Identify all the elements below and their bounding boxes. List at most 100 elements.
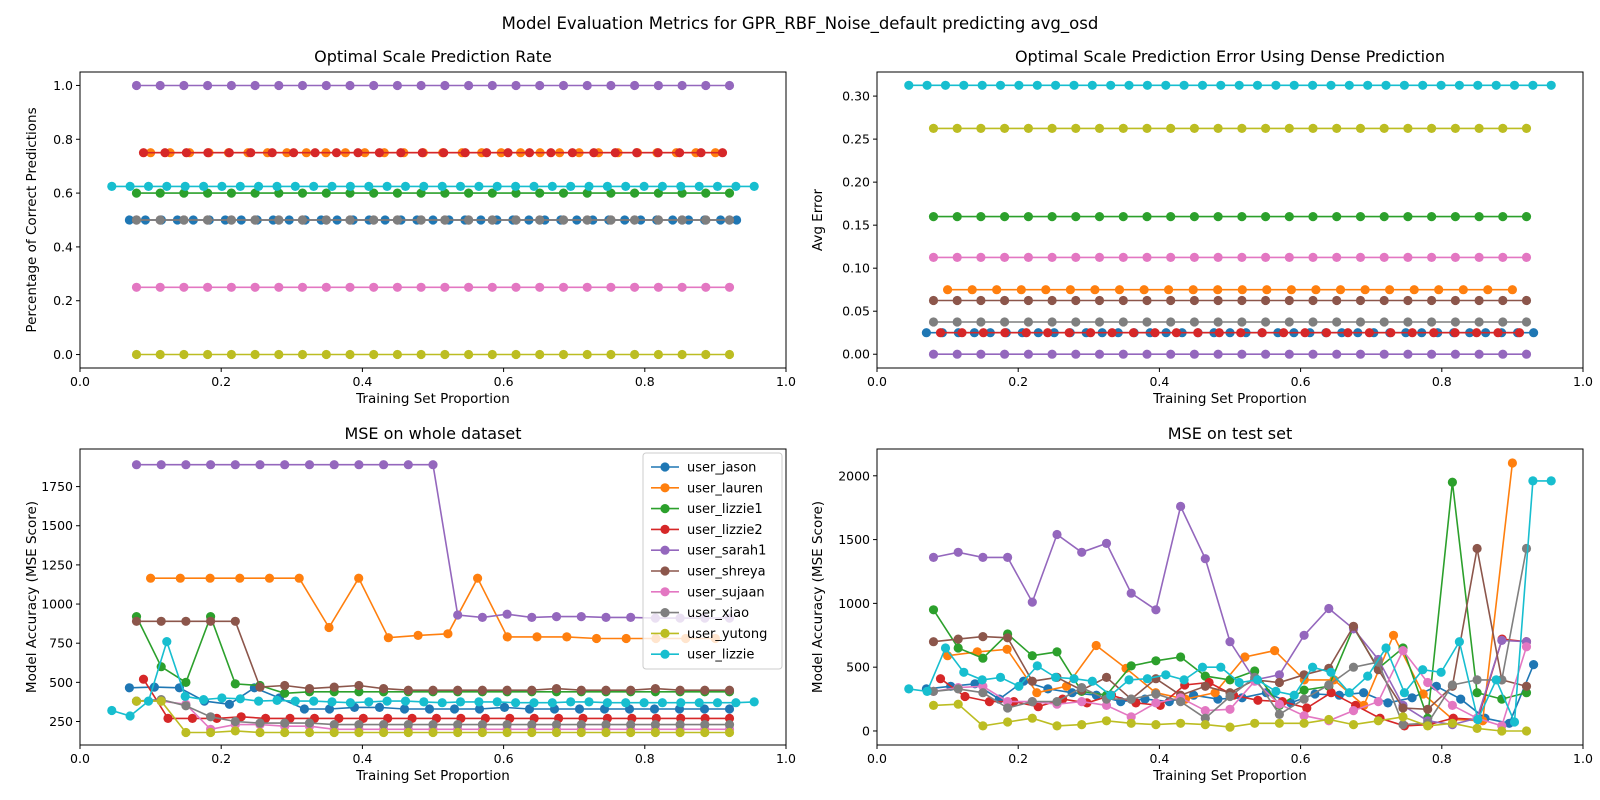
data-point-user_sujaan bbox=[677, 282, 687, 292]
y-tick-label: 500 bbox=[49, 675, 73, 690]
data-point-user_lizzie2 bbox=[1236, 328, 1246, 338]
data-point-user_lizzie2 bbox=[935, 328, 946, 338]
series-line-user_lauren bbox=[150, 576, 716, 640]
data-point-user_shreya bbox=[255, 682, 265, 692]
data-point-user_yutong bbox=[1403, 123, 1413, 133]
data-point-user_sujaan bbox=[1398, 646, 1408, 656]
data-point-user_lizzie2 bbox=[960, 691, 970, 702]
axes-frame bbox=[876, 71, 1584, 369]
data-point-user_sarah1 bbox=[1176, 501, 1186, 511]
data-point-user_lizzie2 bbox=[984, 697, 995, 707]
data-point-user_yutong bbox=[155, 349, 165, 360]
data-point-user_lizzie1 bbox=[1027, 651, 1037, 661]
data-point-user_yutong bbox=[677, 349, 687, 360]
data-point-user_sarah1 bbox=[156, 460, 166, 470]
data-point-user_xiao bbox=[131, 215, 142, 225]
x-tick-label: 1.0 bbox=[776, 374, 796, 389]
data-point-user_lizzie bbox=[1509, 717, 1520, 727]
data-point-user_xiao bbox=[1284, 317, 1294, 327]
data-point-user_shreya bbox=[304, 684, 315, 694]
data-point-user_yutong bbox=[403, 727, 413, 738]
data-point-user_xiao bbox=[428, 720, 438, 730]
data-point-user_lizzie2 bbox=[1450, 328, 1460, 338]
data-point-user_xiao bbox=[1498, 317, 1508, 327]
data-point-user_xiao bbox=[440, 215, 450, 225]
data-point-user_sujaan bbox=[558, 282, 569, 292]
data-point-user_sujaan bbox=[487, 282, 497, 292]
data-point-user_xiao bbox=[1274, 709, 1284, 720]
data-point-user_lizzie1 bbox=[1447, 477, 1457, 487]
data-point-user_jason bbox=[921, 328, 932, 338]
data-point-user_shreya bbox=[650, 684, 661, 694]
data-point-user_lizzie2 bbox=[1514, 328, 1525, 338]
data-point-user_lizzie bbox=[1528, 476, 1538, 486]
data-point-user_xiao bbox=[1126, 694, 1136, 704]
legend-swatch-marker bbox=[660, 649, 670, 659]
data-point-user_sujaan bbox=[392, 282, 402, 292]
data-point-user_lizzie bbox=[1234, 677, 1244, 688]
data-point-user_yutong bbox=[181, 727, 191, 738]
data-point-user_shreya bbox=[477, 685, 487, 695]
data-point-user_sarah1 bbox=[1299, 630, 1309, 640]
data-point-user_lizzie2 bbox=[1300, 328, 1310, 338]
data-point-user_shreya bbox=[1379, 295, 1389, 306]
data-point-user_sarah1 bbox=[1308, 349, 1318, 359]
data-point-user_sujaan bbox=[1071, 252, 1081, 262]
data-point-user_lizzie2 bbox=[187, 713, 197, 724]
data-point-user_xiao bbox=[1450, 317, 1460, 327]
data-point-user_yutong bbox=[1077, 720, 1087, 730]
chart-title: Optimal Scale Prediction Error Using Den… bbox=[1015, 47, 1445, 66]
data-point-user_lizzie1 bbox=[280, 688, 290, 698]
data-point-user_xiao bbox=[1308, 317, 1318, 327]
data-point-user_jason bbox=[1383, 698, 1393, 708]
data-point-user_sujaan bbox=[1023, 252, 1033, 262]
data-point-user_sarah1 bbox=[487, 80, 497, 91]
y-tick-label: 1500 bbox=[41, 518, 73, 533]
data-point-user_shreya bbox=[601, 685, 611, 695]
data-point-user_lizzie1 bbox=[701, 188, 711, 198]
data-point-user_lizzie bbox=[492, 697, 502, 707]
data-point-user_lizzie1 bbox=[1023, 212, 1033, 222]
x-tick-label: 0.8 bbox=[635, 751, 655, 766]
data-point-user_sujaan bbox=[952, 252, 962, 262]
data-point-user_sujaan bbox=[976, 252, 986, 262]
data-point-user_sarah1 bbox=[976, 349, 986, 359]
data-point-user_sarah1 bbox=[511, 80, 521, 91]
data-point-user_shreya bbox=[576, 685, 586, 695]
data-point-user_xiao bbox=[179, 215, 189, 225]
data-point-user_jason bbox=[399, 704, 410, 714]
data-point-user_lizzie bbox=[327, 697, 337, 707]
data-point-user_lizzie bbox=[1491, 675, 1501, 685]
data-point-user_jason bbox=[1407, 693, 1417, 703]
data-point-user_xiao bbox=[601, 720, 611, 730]
data-point-user_lizzie1 bbox=[978, 653, 988, 663]
data-point-user_lizzie1 bbox=[1472, 688, 1482, 698]
data-point-user_lizzie1 bbox=[226, 188, 236, 198]
data-point-user_yutong bbox=[576, 727, 586, 738]
data-point-user_sujaan bbox=[1274, 699, 1284, 709]
y-tick-label: 0.05 bbox=[842, 304, 870, 319]
data-point-user_lizzie bbox=[254, 696, 264, 706]
data-point-user_lizzie bbox=[584, 697, 594, 707]
data-point-user_lizzie1 bbox=[1118, 212, 1128, 222]
data-point-user_sarah1 bbox=[428, 460, 438, 470]
data-point-user_yutong bbox=[250, 349, 260, 360]
data-point-user_shreya bbox=[502, 685, 512, 695]
data-point-user_yutong bbox=[416, 349, 426, 360]
data-point-user_yutong bbox=[675, 727, 685, 738]
data-point-user_sarah1 bbox=[1497, 635, 1507, 646]
data-point-user_lauren bbox=[1262, 285, 1272, 295]
data-point-user_sarah1 bbox=[535, 80, 545, 91]
data-point-user_sujaan bbox=[1101, 700, 1112, 711]
data-point-user_xiao bbox=[1237, 317, 1247, 327]
data-point-user_lizzie bbox=[621, 698, 631, 708]
data-point-user_yutong bbox=[1225, 722, 1235, 732]
data-point-user_lizzie bbox=[1087, 676, 1097, 686]
data-point-user_xiao bbox=[379, 720, 389, 730]
data-point-user_lizzie bbox=[1124, 80, 1134, 90]
data-point-user_yutong bbox=[354, 727, 364, 738]
data-point-user_lizzie bbox=[547, 181, 557, 191]
data-point-user_yutong bbox=[226, 349, 236, 360]
data-point-user_lizzie1 bbox=[1355, 212, 1366, 222]
data-point-user_sujaan bbox=[1166, 252, 1176, 262]
